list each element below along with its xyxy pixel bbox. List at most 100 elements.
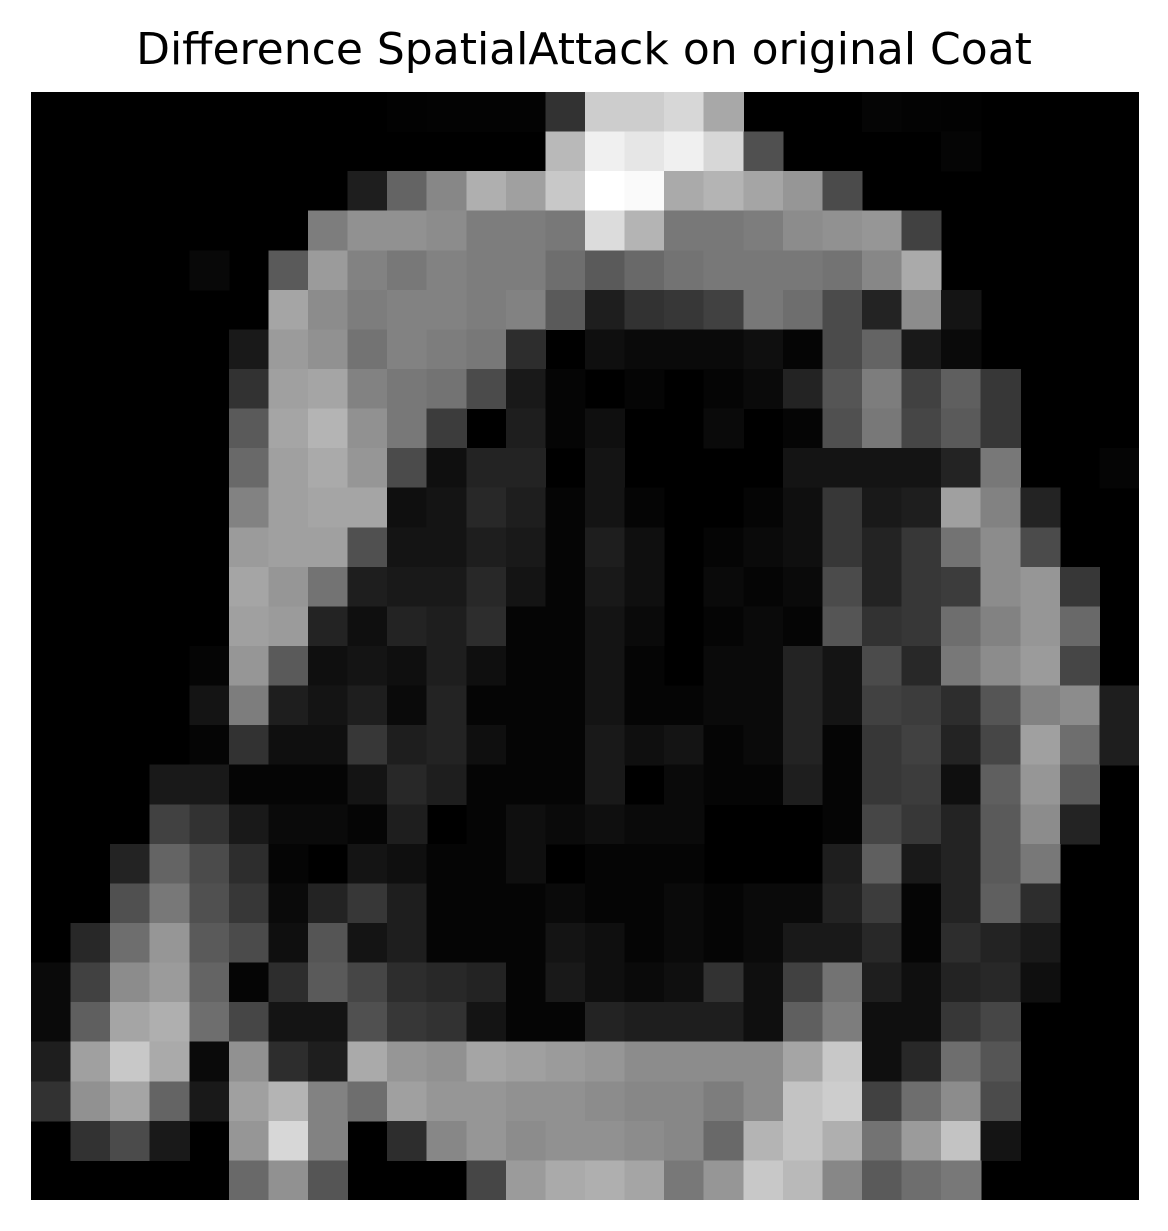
pixel-cell <box>941 1041 982 1082</box>
pixel-cell <box>347 1002 388 1043</box>
pixel-cell <box>1099 448 1139 489</box>
pixel-cell <box>545 566 586 608</box>
pixel-cell <box>782 1081 824 1122</box>
pixel-cell <box>387 685 428 726</box>
pixel-cell <box>624 1041 665 1082</box>
pixel-cell <box>664 804 705 845</box>
pixel-cell <box>862 923 903 964</box>
pixel-cell <box>347 606 388 647</box>
pixel-cell <box>426 685 467 726</box>
pixel-cell <box>545 92 586 133</box>
pixel-cell <box>941 289 982 331</box>
pixel-cell <box>149 764 190 805</box>
pixel-cell <box>505 92 547 133</box>
pixel-cell <box>980 1120 1021 1162</box>
pixel-cell <box>703 883 744 924</box>
pixel-cell <box>189 1002 230 1043</box>
pixel-cell <box>228 1160 270 1200</box>
pixel-cell <box>624 329 665 370</box>
pixel-cell <box>466 804 507 845</box>
pixel-cell <box>347 923 388 964</box>
pixel-cell <box>505 369 547 410</box>
pixel-cell <box>664 962 705 1003</box>
pixel-cell <box>822 764 863 805</box>
pixel-cell <box>387 369 428 410</box>
pixel-cell <box>426 606 467 647</box>
pixel-cell <box>149 962 190 1003</box>
pixel-cell <box>624 843 665 885</box>
pixel-cell <box>901 566 942 608</box>
pixel-cell <box>743 369 784 410</box>
pixel-cell <box>822 923 863 964</box>
pixel-cell <box>466 527 507 568</box>
pixel-cell <box>743 1081 784 1122</box>
pixel-cell <box>743 289 784 331</box>
pixel-cell <box>624 92 665 133</box>
pixel-cell <box>347 171 388 212</box>
pixel-cell <box>782 448 824 489</box>
pixel-cell <box>387 289 428 331</box>
pixel-cell <box>585 685 626 726</box>
pixel-cell <box>228 883 270 924</box>
pixel-cell <box>585 725 626 766</box>
pixel-cell <box>585 131 626 172</box>
pixel-cell <box>426 408 467 449</box>
pixel-cell <box>782 1002 824 1043</box>
pixel-cell <box>862 92 903 133</box>
pixel-cell <box>466 725 507 766</box>
pixel-cell <box>664 843 705 885</box>
pixel-cell <box>941 962 982 1003</box>
pixel-cell <box>743 606 784 647</box>
pixel-cell <box>228 606 270 647</box>
pixel-cell <box>624 566 665 608</box>
pixel-cell <box>782 369 824 410</box>
pixel-cell <box>901 606 942 647</box>
pixel-cell <box>703 329 744 370</box>
pixel-cell <box>228 725 270 766</box>
pixel-cell <box>228 448 270 489</box>
pixel-cell <box>743 487 784 528</box>
pixel-cell <box>228 369 270 410</box>
pixel-cell <box>703 923 744 964</box>
pixel-cell <box>308 448 349 489</box>
pixel-cell <box>228 685 270 726</box>
pixel-cell <box>268 1120 309 1162</box>
pixel-cell <box>624 725 665 766</box>
pixel-cell <box>466 250 507 291</box>
pixel-cell <box>782 250 824 291</box>
pixel-cell <box>585 923 626 964</box>
pixel-cell <box>545 527 586 568</box>
pixel-cell <box>505 1120 547 1162</box>
pixel-cell <box>980 408 1021 449</box>
pixel-cell <box>149 804 190 845</box>
pixel-cell <box>545 1002 586 1043</box>
pixel-cell <box>664 1002 705 1043</box>
pixel-cell <box>1020 685 1061 726</box>
pixel-cell <box>980 448 1021 489</box>
pixel-cell <box>545 764 586 805</box>
pixel-cell <box>387 606 428 647</box>
pixel-cell <box>545 606 586 647</box>
pixel-cell <box>782 606 824 647</box>
pixel-cell <box>545 1160 586 1200</box>
pixel-cell <box>347 527 388 568</box>
pixel-cell <box>545 210 586 251</box>
pixel-cell <box>70 1002 111 1043</box>
pixel-cell <box>743 131 784 172</box>
pixel-cell <box>426 1002 467 1043</box>
pixel-cell <box>743 764 784 805</box>
pixel-cell <box>585 329 626 370</box>
pixel-cell <box>624 171 665 212</box>
pixel-cell <box>703 1002 744 1043</box>
pixel-cell <box>347 369 388 410</box>
pixel-cell <box>703 1160 744 1200</box>
pixel-cell <box>901 250 942 291</box>
pixel-cell <box>901 804 942 845</box>
pixel-cell <box>228 408 270 449</box>
pixel-cell <box>347 685 388 726</box>
pixel-cell <box>466 92 507 133</box>
pixel-cell <box>624 1081 665 1122</box>
pixel-cell <box>426 764 467 805</box>
pixel-cell <box>545 408 586 449</box>
pixel-cell <box>189 883 230 924</box>
